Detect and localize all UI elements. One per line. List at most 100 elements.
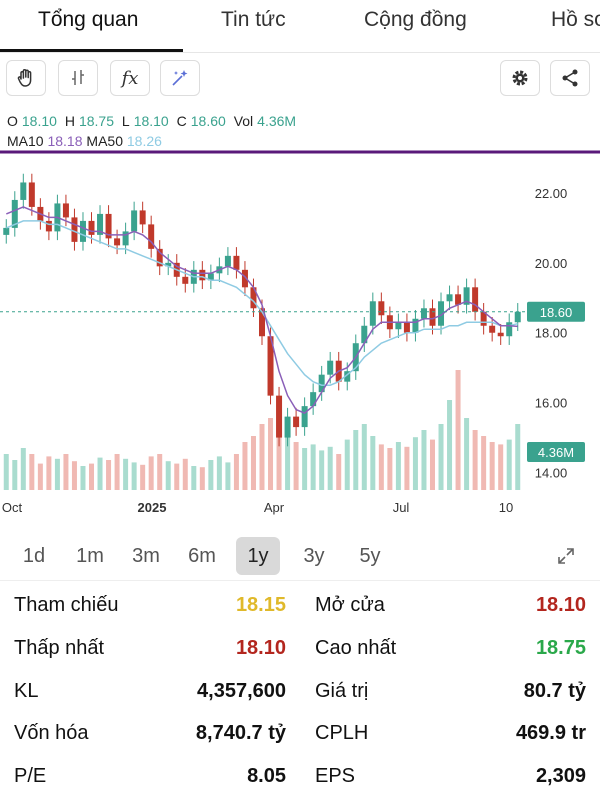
candle-body (327, 360, 334, 375)
range-3y-button[interactable]: 3y (303, 544, 325, 567)
volume-bar (131, 462, 137, 490)
tab-cong-dong[interactable]: Cộng đồng (364, 8, 467, 31)
candle-body (344, 371, 351, 382)
candle-body (139, 210, 146, 225)
volume-bar (498, 444, 504, 490)
candle-body (199, 269, 206, 281)
volume-bar (285, 436, 291, 490)
x-tick-label: Oct (2, 500, 23, 515)
range-selector: 1d 1m 3m 6m 1y 3y 5y (0, 537, 600, 577)
high-price-value: 18.75 (535, 637, 586, 659)
volume-bar (37, 463, 43, 490)
y-tick-label: 14.00 (535, 466, 568, 481)
candle-body (378, 301, 385, 316)
candle-body (114, 238, 121, 246)
candle-body (455, 294, 462, 305)
tab-tin-tuc[interactable]: Tin tức (221, 8, 286, 31)
candle-body (293, 416, 300, 428)
volume-label: Vol (233, 113, 254, 129)
open-price-label: Mở cửa (315, 594, 385, 616)
candle-body (131, 210, 138, 232)
hand-tool-button[interactable] (6, 60, 46, 96)
volume-bar (106, 460, 112, 490)
tab-tong-quan[interactable]: Tổng quan (38, 8, 139, 31)
candle-body (395, 322, 402, 330)
magic-tool-button[interactable] (160, 60, 200, 96)
high-label: H (64, 113, 75, 129)
volume-bar (123, 458, 129, 490)
indicators-button[interactable]: fx (110, 60, 150, 96)
volume-bar (250, 436, 256, 490)
candle-style-button[interactable] (58, 60, 98, 96)
ohlc-legend: O 18.10 H 18.75 L 18.10 C 18.60 Vol 4.36M (7, 113, 300, 129)
range-3m-button[interactable]: 3m (132, 544, 160, 567)
range-1m-button[interactable]: 1m (76, 544, 104, 567)
x-tick-label: Jul (393, 500, 410, 515)
candle-body (420, 308, 427, 319)
volume-bar (225, 462, 231, 490)
volume-bar (464, 418, 470, 490)
market-cap-label: Vốn hóa (14, 722, 89, 744)
candle-body (20, 182, 27, 200)
top-tab-bar: Tổng quan Tin tức Cộng đồng Hồ sơ (0, 0, 600, 53)
hand-icon (17, 69, 32, 87)
candle-body (62, 203, 69, 218)
volume-bar (268, 418, 274, 490)
y-tick-label: 20.00 (535, 256, 568, 271)
y-tick-label: 18.00 (535, 326, 568, 341)
low-label: L (121, 113, 130, 129)
candle-body (224, 255, 231, 267)
low-value: 18.10 (133, 113, 169, 129)
volume-stat-value: 4,357,600 (197, 680, 286, 702)
candle-body (88, 220, 95, 235)
eps-label: EPS (315, 765, 356, 787)
ma10-label: MA10 (7, 133, 44, 149)
candle-body (514, 311, 521, 323)
candle-body (429, 308, 436, 326)
volume-bar (71, 461, 77, 490)
range-1d-button[interactable]: 1d (22, 544, 46, 567)
candle-body (148, 224, 155, 249)
ma50-label: MA50 (86, 133, 123, 149)
volume-bar (412, 437, 418, 490)
candle-body (122, 231, 129, 246)
candle-body (165, 262, 172, 267)
share-button[interactable] (550, 60, 590, 96)
volume-bar (63, 454, 69, 490)
range-1y-button[interactable]: 1y (236, 537, 280, 575)
volume-bar (97, 457, 103, 490)
volume-bar (191, 466, 197, 490)
volume-bar (80, 466, 86, 490)
volume-bar (421, 430, 427, 490)
volume-bar (438, 424, 444, 490)
stats-row-2: Thấp nhất 18.10 Cao nhất 18.75 (0, 637, 600, 677)
volume-bar (310, 444, 316, 490)
candle-body (267, 336, 274, 396)
volume-bar (353, 430, 359, 490)
volume-bar (199, 467, 205, 490)
volume-bar (455, 370, 461, 490)
range-5y-button[interactable]: 5y (359, 544, 381, 567)
settings-icon (512, 70, 528, 86)
volume-bar (370, 436, 376, 490)
stats-row-4: Vốn hóa 8,740.7 tỷ CPLH 469.9 tr (0, 722, 600, 762)
high-price-label: Cao nhất (315, 637, 397, 659)
volume-bar (387, 448, 393, 490)
settings-button[interactable] (500, 60, 540, 96)
candle-body (97, 213, 104, 235)
current-price-label: 18.60 (540, 305, 573, 320)
volume-bar (506, 439, 512, 490)
volume-bar (165, 461, 171, 490)
price-chart[interactable]: 22.00 20.00 18.00 16.00 14.00 18.60 4.36M Oc… (0, 150, 600, 520)
candle-body (403, 322, 410, 333)
volume-bar (216, 456, 222, 490)
volume-bar (515, 424, 521, 490)
range-6m-button[interactable]: 6m (188, 544, 216, 567)
value-stat-label: Giá trị (315, 680, 369, 702)
tab-ho-so[interactable]: Hồ sơ (551, 8, 600, 31)
volume-bar (29, 454, 35, 490)
candle-body (463, 287, 470, 305)
volume-bar (302, 448, 308, 490)
volume-tag (527, 442, 585, 462)
expand-chart-button[interactable] (548, 537, 584, 575)
